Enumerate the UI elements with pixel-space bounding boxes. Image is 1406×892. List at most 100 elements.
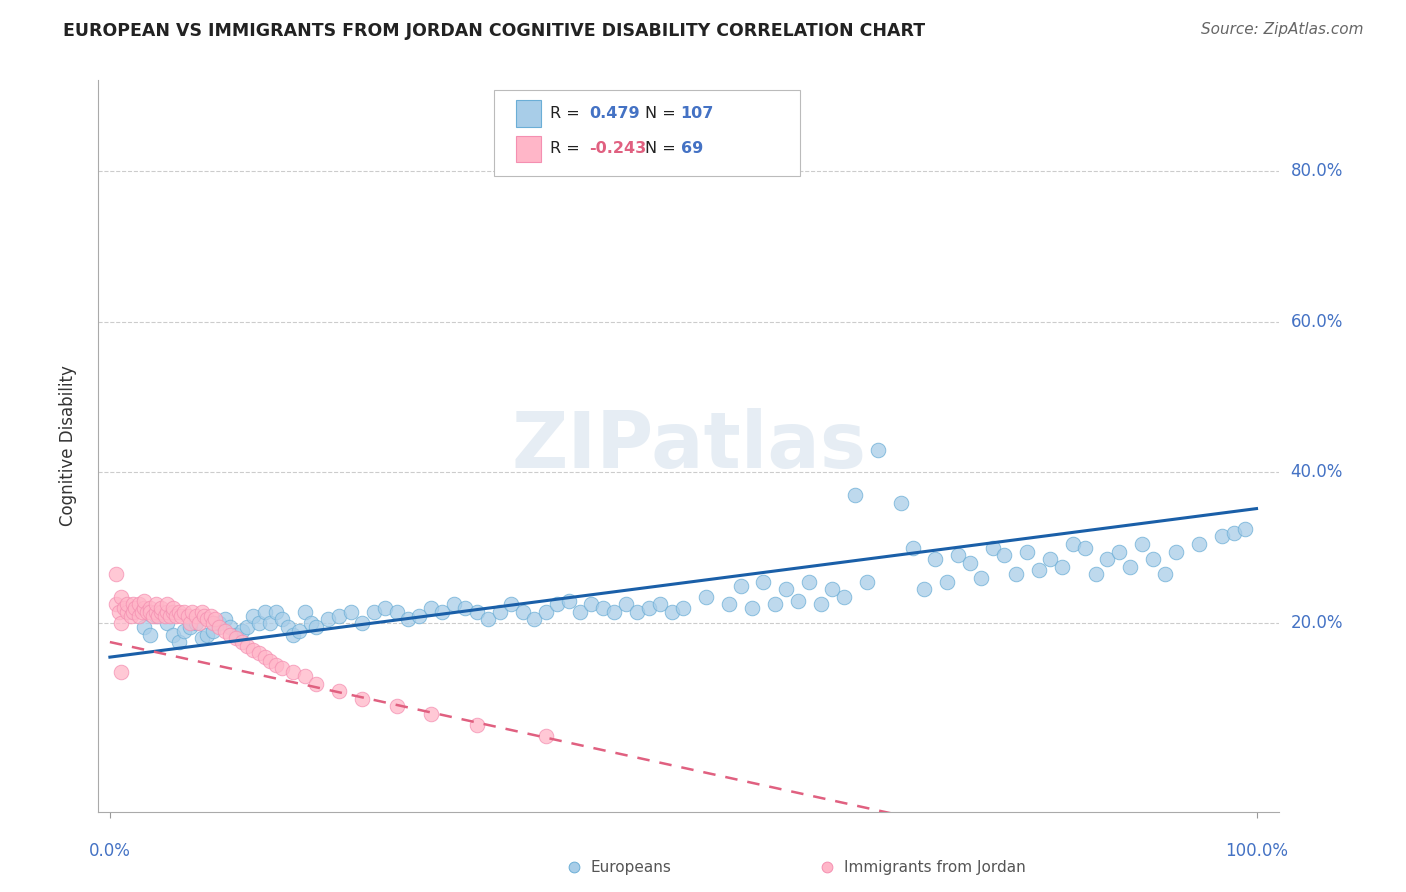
Point	[181, 605, 204, 619]
Point	[179, 616, 201, 631]
Text: Immigrants from Jordan: Immigrants from Jordan	[844, 860, 1025, 874]
Point	[179, 620, 201, 634]
Point	[385, 605, 408, 619]
Text: Europeans: Europeans	[591, 860, 672, 874]
Point	[1142, 552, 1164, 566]
Point	[821, 582, 844, 597]
Point	[328, 684, 350, 698]
Point	[139, 601, 162, 615]
Point	[162, 627, 184, 641]
Point	[477, 612, 499, 626]
Point	[225, 627, 247, 641]
Point	[167, 635, 190, 649]
Point	[236, 620, 259, 634]
Point	[121, 598, 143, 612]
Text: N =: N =	[645, 142, 676, 156]
Point	[637, 601, 659, 615]
Text: EUROPEAN VS IMMIGRANTS FROM JORDAN COGNITIVE DISABILITY CORRELATION CHART: EUROPEAN VS IMMIGRANTS FROM JORDAN COGNI…	[63, 22, 925, 40]
Point	[184, 616, 207, 631]
Point	[120, 608, 142, 623]
Point	[775, 582, 797, 597]
Point	[1085, 567, 1108, 582]
Point	[162, 605, 184, 619]
Point	[832, 590, 855, 604]
Point	[546, 598, 568, 612]
Point	[145, 608, 167, 623]
Point	[432, 605, 454, 619]
Point	[970, 571, 993, 585]
Point	[270, 661, 292, 675]
Point	[661, 605, 683, 619]
Point	[316, 612, 339, 626]
Point	[190, 605, 212, 619]
Point	[128, 598, 150, 612]
Point	[1050, 559, 1073, 574]
Point	[626, 605, 648, 619]
Point	[219, 627, 242, 641]
Text: 80.0%: 80.0%	[1291, 161, 1343, 180]
Point	[214, 612, 236, 626]
Point	[305, 620, 328, 634]
Point	[153, 608, 176, 623]
Point	[741, 601, 763, 615]
Point	[131, 605, 153, 619]
Point	[225, 632, 247, 646]
Text: ZIPatlas: ZIPatlas	[512, 408, 866, 484]
Point	[208, 616, 231, 631]
Point	[948, 549, 970, 563]
Text: 40.0%: 40.0%	[1291, 463, 1343, 482]
Point	[150, 601, 173, 615]
Point	[1004, 567, 1026, 582]
Point	[981, 541, 1004, 555]
Point	[104, 598, 127, 612]
Point	[786, 593, 808, 607]
Point	[193, 608, 215, 623]
Point	[294, 669, 316, 683]
Point	[1188, 537, 1211, 551]
Point	[1073, 541, 1095, 555]
Point	[420, 601, 443, 615]
Point	[128, 608, 150, 623]
Point	[454, 601, 477, 615]
Point	[115, 598, 138, 612]
Point	[288, 624, 311, 638]
Point	[162, 601, 184, 615]
Point	[799, 574, 821, 589]
Point	[259, 616, 281, 631]
Point	[195, 627, 218, 641]
Point	[115, 605, 138, 619]
Point	[253, 650, 276, 665]
Text: 107: 107	[681, 106, 714, 120]
Point	[110, 590, 132, 604]
Point	[156, 616, 179, 631]
Point	[465, 718, 488, 732]
Point	[557, 593, 579, 607]
Text: R =: R =	[550, 142, 579, 156]
Point	[135, 605, 157, 619]
Point	[242, 608, 264, 623]
Point	[562, 860, 585, 874]
Point	[1119, 559, 1142, 574]
Point	[339, 605, 361, 619]
Point	[214, 624, 236, 638]
Point	[868, 442, 890, 457]
Point	[752, 574, 775, 589]
Point	[810, 598, 832, 612]
Point	[173, 624, 195, 638]
Point	[110, 665, 132, 680]
Point	[1166, 544, 1188, 558]
Point	[523, 612, 546, 626]
Point	[236, 639, 259, 653]
Point	[242, 642, 264, 657]
Point	[465, 605, 488, 619]
Text: R =: R =	[550, 106, 579, 120]
Point	[184, 608, 207, 623]
Point	[146, 608, 169, 623]
Point	[924, 552, 946, 566]
Text: N =: N =	[645, 106, 676, 120]
Point	[156, 605, 179, 619]
Text: 69: 69	[681, 142, 703, 156]
Point	[534, 605, 557, 619]
Point	[488, 605, 510, 619]
Point	[1234, 522, 1257, 536]
